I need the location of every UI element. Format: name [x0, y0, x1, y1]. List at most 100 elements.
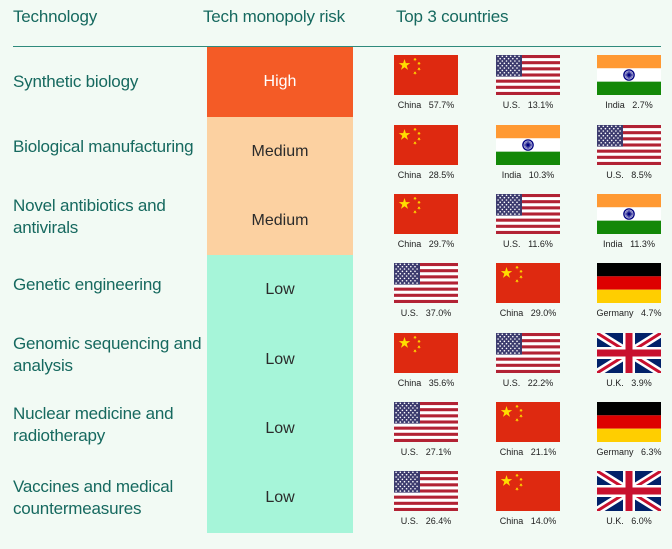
country-share-label: U.S. 26.4%	[385, 516, 467, 526]
country-share-label: U.S. 37.0%	[385, 308, 467, 318]
u-s-flag-icon	[496, 55, 560, 95]
country-name: India	[605, 100, 625, 110]
u-k-flag-icon	[597, 471, 661, 511]
country-share-value: 57.7%	[428, 100, 455, 110]
u-s-flag-icon	[597, 125, 661, 165]
technology-label: Synthetic biology	[13, 72, 139, 91]
country-share-value: 6.0%	[631, 516, 652, 526]
country-share-value: 8.5%	[631, 170, 652, 180]
u-s-flag-icon	[394, 402, 458, 442]
country-share-label: China 35.6%	[385, 378, 467, 388]
risk-level-cell: Medium	[207, 117, 353, 186]
risk-level-cell: High	[207, 47, 353, 117]
country-share-label: Germany 4.7%	[588, 308, 670, 318]
country-share-value: 6.3%	[641, 447, 662, 457]
u-k-flag-icon	[597, 333, 661, 373]
country-share-label: Germany 6.3%	[588, 447, 670, 457]
country-share-value: 10.3%	[528, 170, 555, 180]
country-share-label: India 10.3%	[487, 170, 569, 180]
country-share-value: 26.4%	[425, 516, 452, 526]
risk-level-cell: Low	[207, 255, 353, 325]
u-s-flag-icon	[394, 471, 458, 511]
country-name: China	[499, 447, 524, 457]
country-share-label: U.S. 8.5%	[588, 170, 670, 180]
china-flag-icon	[394, 55, 458, 95]
country-share-label: U.S. 11.6%	[487, 239, 569, 249]
china-flag-icon	[394, 333, 458, 373]
country-share-label: China 29.0%	[487, 308, 569, 318]
country-share-label: China 14.0%	[487, 516, 569, 526]
country-share-label: China 21.1%	[487, 447, 569, 457]
header-risk: Tech monopoly risk	[203, 7, 345, 26]
country-share-value: 4.7%	[641, 308, 662, 318]
country-name: China	[499, 516, 524, 526]
india-flag-icon	[496, 125, 560, 165]
technology-label: Genomic sequencing and analysis	[13, 334, 202, 375]
germany-flag-icon	[597, 402, 661, 442]
country-name: U.K.	[606, 378, 624, 388]
country-name: China	[397, 170, 422, 180]
country-name: Germany	[596, 308, 634, 318]
country-name: U.K.	[606, 516, 624, 526]
country-share-label: China 28.5%	[385, 170, 467, 180]
technology-label: Genetic engineering	[13, 275, 162, 294]
country-name: U.S.	[502, 100, 521, 110]
india-flag-icon	[597, 194, 661, 234]
u-s-flag-icon	[496, 194, 560, 234]
country-name: China	[397, 378, 422, 388]
country-share-label: U.K. 6.0%	[588, 516, 670, 526]
country-share-label: China 57.7%	[385, 100, 467, 110]
country-share-value: 27.1%	[425, 447, 452, 457]
country-share-value: 3.9%	[631, 378, 652, 388]
country-share-value: 11.6%	[528, 239, 553, 249]
country-name: Germany	[596, 447, 634, 457]
country-name: China	[397, 239, 422, 249]
country-name: China	[499, 308, 524, 318]
risk-level-cell: Medium	[207, 186, 353, 255]
country-share-label: China 29.7%	[385, 239, 467, 249]
china-flag-icon	[496, 471, 560, 511]
country-name: U.S.	[400, 516, 419, 526]
country-name: U.S.	[400, 308, 419, 318]
country-name: India	[603, 239, 623, 249]
germany-flag-icon	[597, 263, 661, 303]
country-share-value: 13.1%	[527, 100, 554, 110]
risk-level-cell: Low	[207, 325, 353, 394]
u-s-flag-icon	[496, 333, 560, 373]
country-share-label: India 11.3%	[588, 239, 670, 249]
country-name: U.S.	[400, 447, 419, 457]
country-share-value: 14.0%	[530, 516, 557, 526]
china-flag-icon	[496, 402, 560, 442]
risk-level-cell: Low	[207, 463, 353, 533]
u-s-flag-icon	[394, 263, 458, 303]
china-flag-icon	[394, 194, 458, 234]
country-share-value: 29.7%	[428, 239, 455, 249]
technology-label: Nuclear medicine and radiotherapy	[13, 404, 174, 445]
country-share-label: U.S. 13.1%	[487, 100, 569, 110]
country-share-value: 35.6%	[428, 378, 455, 388]
country-share-label: India 2.7%	[588, 100, 670, 110]
country-share-value: 21.1%	[530, 447, 557, 457]
country-share-label: U.S. 27.1%	[385, 447, 467, 457]
header-divider	[13, 46, 661, 47]
country-name: U.S.	[606, 170, 624, 180]
country-share-label: U.K. 3.9%	[588, 378, 670, 388]
country-share-value: 28.5%	[428, 170, 455, 180]
technology-label: Biological manufacturing	[13, 137, 194, 156]
country-share-value: 22.2%	[527, 378, 554, 388]
technology-label: Vaccines and medical countermeasures	[13, 477, 174, 518]
country-share-value: 11.3%	[630, 239, 655, 249]
technology-label: Novel antibiotics and antivirals	[13, 196, 166, 237]
country-name: China	[397, 100, 422, 110]
header-countries: Top 3 countries	[396, 7, 509, 26]
india-flag-icon	[597, 55, 661, 95]
country-share-value: 37.0%	[425, 308, 452, 318]
risk-level-cell: Low	[207, 394, 353, 463]
country-share-value: 29.0%	[530, 308, 557, 318]
header-technology: Technology	[13, 7, 98, 26]
china-flag-icon	[394, 125, 458, 165]
country-share-value: 2.7%	[632, 100, 653, 110]
china-flag-icon	[496, 263, 560, 303]
country-share-label: U.S. 22.2%	[487, 378, 569, 388]
